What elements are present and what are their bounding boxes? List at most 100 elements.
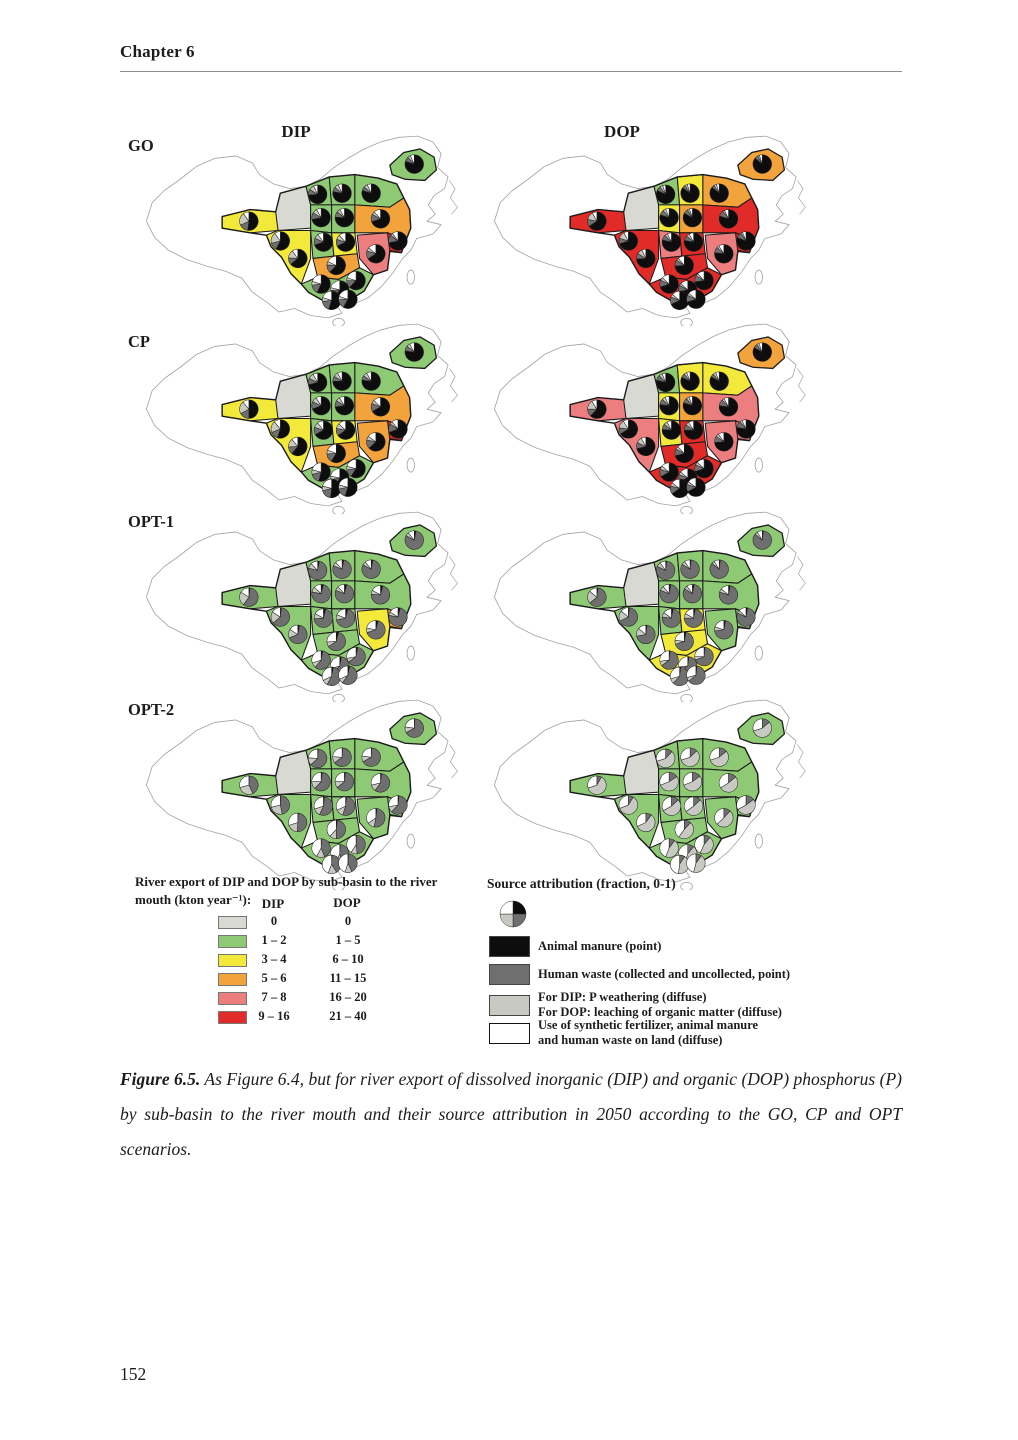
source-attribution-pie: [753, 721, 772, 738]
source-attribution-pie: [336, 608, 346, 619]
source-attribution-pie: [589, 587, 598, 598]
hainan-island: [332, 505, 345, 514]
source-attribution-pie: [291, 436, 308, 457]
source-attribution-pie: [366, 183, 372, 194]
human-waste-swatch: [489, 964, 530, 985]
source-attribution-pie: [718, 773, 729, 789]
source-attribution-pie: [319, 796, 333, 816]
source-attribution-pie: [389, 607, 399, 618]
source-attribution-pie: [587, 775, 598, 789]
source-attribution-pie: [659, 838, 670, 858]
source-attribution-pie: [311, 650, 322, 664]
source-attribution-pie: [720, 585, 729, 596]
legend-swatch: [218, 935, 247, 948]
source-attribution-pie: [724, 209, 729, 219]
source-legend-item: For DIP: P weathering (diffuse) For DOP:…: [489, 990, 782, 1020]
source-attribution-pie: [716, 810, 734, 828]
row-label-opt1: OPT-1: [128, 512, 175, 531]
legend-dip-value: 3 – 4: [261, 952, 287, 966]
source-attribution-pie: [326, 631, 337, 643]
legend-dip-value: 9 – 16: [258, 1009, 290, 1023]
source-attribution-pie: [243, 587, 259, 607]
source-attribution-pie: [665, 840, 679, 858]
legend-dop-value: 16 – 20: [329, 990, 367, 1004]
source-attribution-pie: [680, 750, 700, 767]
hainan-island: [680, 881, 693, 890]
export-legend-dop-header: DOP: [333, 895, 361, 910]
source-attribution-pie: [391, 419, 399, 430]
source-attribution-pie: [696, 458, 705, 470]
source-attribution-pie: [239, 775, 250, 788]
legend-dip-value: 1 – 2: [261, 933, 287, 947]
legend-swatch: [218, 992, 247, 1005]
source-legend-title: Source attribution (fraction, 0-1): [487, 876, 676, 891]
legend-row: 3 – 4 6 – 10: [135, 952, 470, 971]
source-attribution-pie: [366, 371, 372, 382]
source-attribution-pie: [641, 248, 647, 259]
legend-dop-value: 0: [344, 914, 352, 928]
basin-border: [569, 173, 760, 305]
source-attribution-pie: [661, 650, 679, 670]
export-legend-title-line1: River export of DIP and DOP by sub-basin…: [135, 874, 438, 889]
source-attribution-pie: [720, 776, 739, 793]
source-attribution-pie: [291, 436, 299, 448]
legend-row: 9 – 16 21 – 40: [135, 1009, 470, 1028]
legend-dip-value: 5 – 6: [261, 971, 287, 985]
china-map-opt1-dop: [493, 511, 806, 702]
basin-border: [221, 737, 412, 869]
legend-dop-value: 11 – 15: [329, 971, 367, 985]
source-attribution-pie: [636, 812, 647, 827]
source-attribution-pie: [248, 399, 259, 419]
hainan-island: [680, 505, 693, 514]
source-attribution-pie: [343, 289, 358, 309]
source-attribution-pie: [656, 748, 666, 762]
source-attribution-pie: [637, 814, 656, 832]
source-attribution-pie: [619, 796, 638, 815]
source-attribution-pie: [346, 270, 357, 281]
source-attribution-pie: [409, 342, 415, 353]
source-attribution-pie: [659, 560, 666, 572]
map-go-dip: [110, 128, 460, 326]
source-attribution-pie: [759, 154, 763, 165]
source-attribution-pie: [684, 559, 691, 571]
source-attribution-pie: [243, 211, 250, 222]
source-attribution-pie: [715, 183, 720, 194]
chapter-header: Chapter 6: [120, 42, 195, 61]
source-attribution-pie: [664, 396, 670, 406]
legend-swatch: [218, 973, 247, 986]
source-attribution-pie: [694, 646, 705, 657]
column-header-dop: DOP: [604, 122, 640, 141]
legend-row: 5 – 6 11 – 15: [135, 971, 470, 990]
taiwan-island: [754, 645, 763, 661]
source-attribution-pie: [656, 751, 676, 768]
source-attribution-pie: [338, 477, 349, 488]
source-pie-icon-svg: [499, 900, 527, 928]
legend-row: 7 – 8 16 – 20: [135, 990, 470, 1009]
source-attribution-pie: [338, 232, 346, 243]
source-attribution-pie: [680, 280, 689, 291]
taiwan-island: [406, 833, 415, 849]
row-label-cp: CP: [128, 332, 150, 351]
source-attribution-pie: [247, 211, 259, 231]
source-attribution-pie: [242, 399, 250, 410]
export-legend-title-line2: mouth (kton year⁻¹):: [135, 892, 252, 907]
source-attribution-pie: [388, 795, 399, 808]
source-attribution-pie: [756, 530, 763, 542]
source-attribution-pie: [349, 270, 366, 291]
source-attribution-pie: [670, 666, 680, 680]
source-pie-quarter: [512, 913, 527, 928]
source-attribution-pie: [660, 462, 679, 482]
source-attribution-pie: [371, 397, 391, 417]
source-attribution-pie: [671, 478, 680, 489]
source-attribution-pie: [718, 244, 725, 255]
source-attribution-pie: [665, 208, 670, 218]
source-attribution-pie: [314, 650, 331, 670]
column-header-dip: DIP: [281, 122, 311, 141]
map-cp-dop: [458, 316, 808, 514]
source-attribution-pie: [687, 477, 706, 497]
source-attribution-pie: [718, 432, 725, 443]
page-number: 152: [120, 1364, 147, 1384]
korea-outline: [448, 556, 458, 591]
source-attribution-pie: [316, 208, 322, 218]
source-legend-item: Use of synthetic fertilizer, animal manu…: [489, 1018, 758, 1048]
